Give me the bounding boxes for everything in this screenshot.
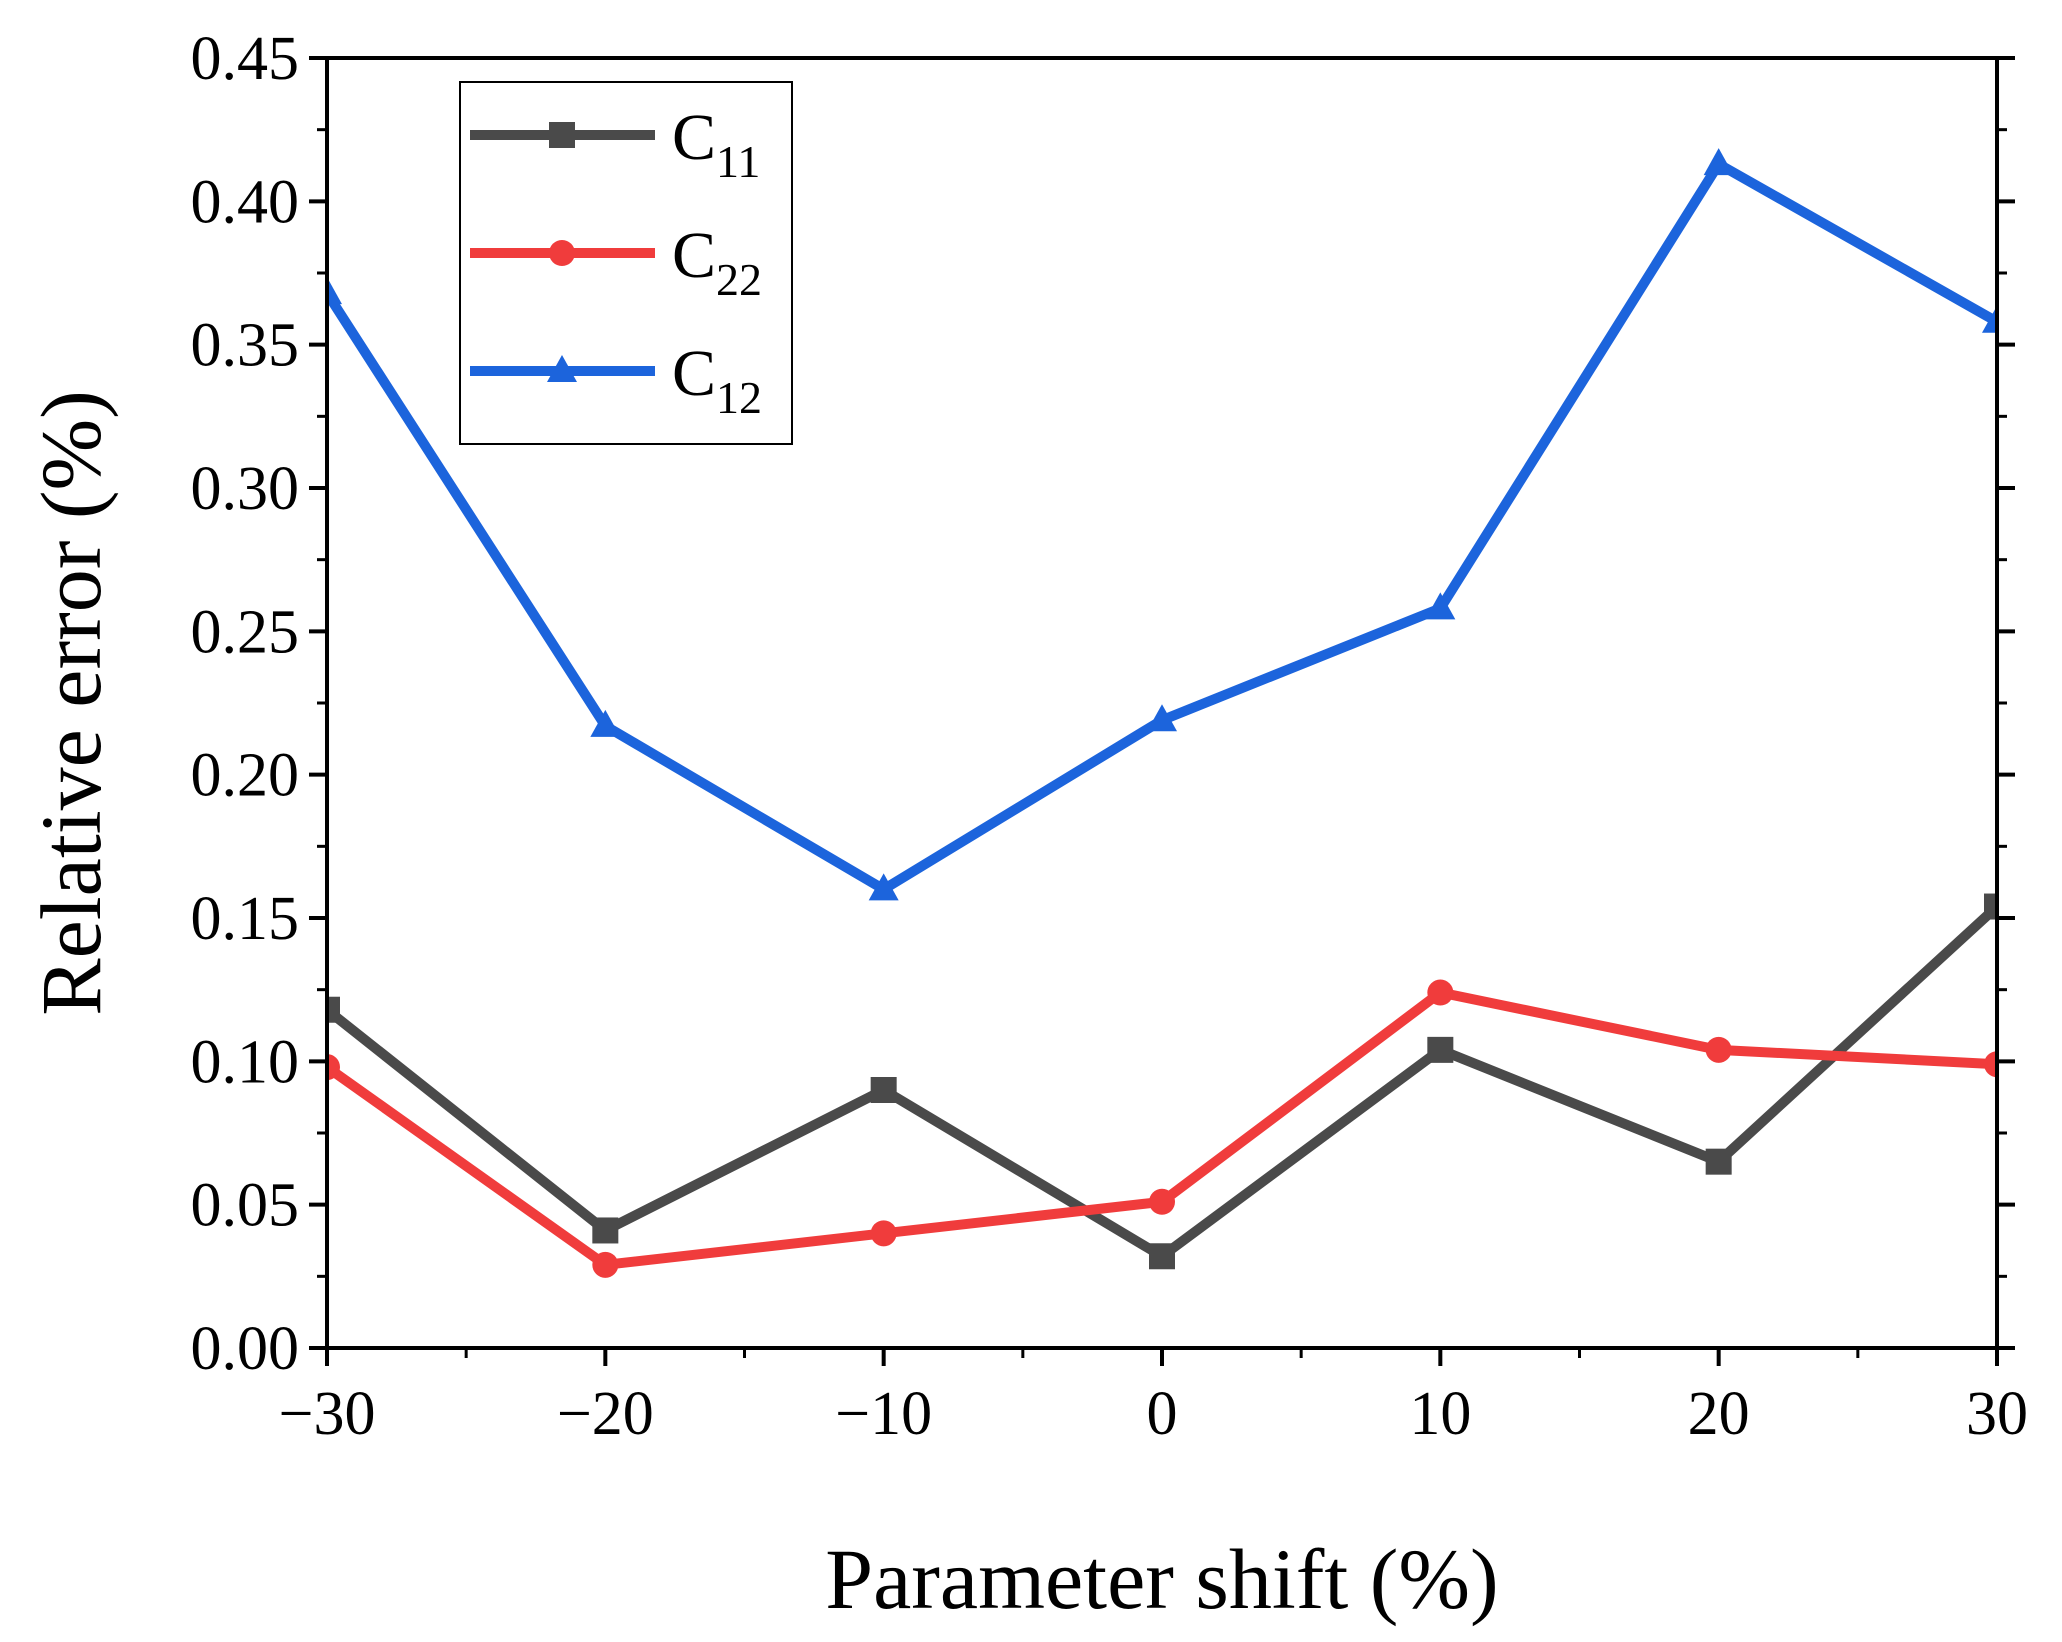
data-point-c11 (870, 1077, 897, 1103)
x-tick-label: −30 (279, 1380, 376, 1448)
legend-label-subscript: 22 (716, 254, 762, 305)
y-tick-label: 0.45 (191, 25, 300, 93)
y-tick-label: 0.30 (191, 455, 300, 523)
data-point-c22 (592, 1251, 619, 1278)
x-tick-label: 0 (1147, 1380, 1178, 1448)
data-point-c11 (1705, 1148, 1732, 1175)
legend-marker-c12 (547, 355, 577, 382)
legend-box (459, 81, 793, 445)
data-point-c11 (1149, 1243, 1175, 1270)
y-tick-label: 0.00 (191, 1315, 300, 1383)
legend-label-base: C (672, 219, 716, 292)
data-point-c22 (870, 1220, 897, 1247)
y-tick-label: 0.40 (191, 168, 300, 236)
data-point-c11 (1427, 1036, 1454, 1063)
data-point-c12 (327, 277, 342, 305)
data-point-c11 (592, 1217, 619, 1244)
data-point-c22 (1427, 979, 1454, 1006)
x-tick-label: −10 (835, 1380, 932, 1448)
x-tick-label: −20 (557, 1380, 654, 1448)
y-tick-label: 0.15 (191, 885, 300, 953)
data-point-c12 (1982, 305, 1997, 333)
y-tick-label: 0.10 (191, 1028, 300, 1096)
y-tick-label: 0.05 (191, 1172, 300, 1240)
data-point-c12 (1703, 148, 1734, 176)
ticks-layer: 0.00 0.05 0.10 0.15 0.20 0.25 0.30 0.35 0.40 0.45… (191, 25, 2029, 1448)
x-tick-label: 20 (1688, 1380, 1750, 1448)
y-tick-label: 0.35 (191, 312, 300, 380)
legend-label-subscript: 12 (716, 372, 762, 423)
legend-label-c12: C12 (672, 337, 762, 423)
data-point-c11 (327, 996, 340, 1023)
data-point-c12 (1425, 592, 1456, 620)
legend-marker-c11 (549, 122, 575, 148)
x-tick-label: 10 (1409, 1380, 1471, 1448)
series-layer (327, 148, 1997, 1278)
data-point-c12 (590, 709, 621, 737)
x-axis-title: Parameter shift (%) (825, 1531, 1498, 1627)
y-tick-label: 0.20 (191, 742, 300, 810)
data-point-c12 (1147, 704, 1177, 732)
legend-label-base: C (672, 337, 716, 410)
legend-label-c11: C11 (672, 101, 760, 187)
data-point-c22 (1705, 1036, 1732, 1063)
data-point-c22 (1984, 1051, 1997, 1078)
plot-frame (325, 56, 1999, 1350)
legend-label-base: C (672, 101, 716, 174)
data-point-c22 (1149, 1188, 1175, 1215)
legend-label-subscript: 11 (716, 136, 760, 187)
data-point-c12 (868, 873, 899, 901)
x-tick-label: 30 (1966, 1380, 2028, 1448)
legend-label-c22: C22 (672, 219, 762, 305)
data-point-c22 (327, 1054, 340, 1081)
data-point-c11 (1984, 893, 1997, 920)
y-axis-title: Relative error (%) (23, 390, 119, 1016)
legend-marker-c22 (549, 240, 575, 266)
y-tick-label: 0.25 (191, 598, 300, 666)
